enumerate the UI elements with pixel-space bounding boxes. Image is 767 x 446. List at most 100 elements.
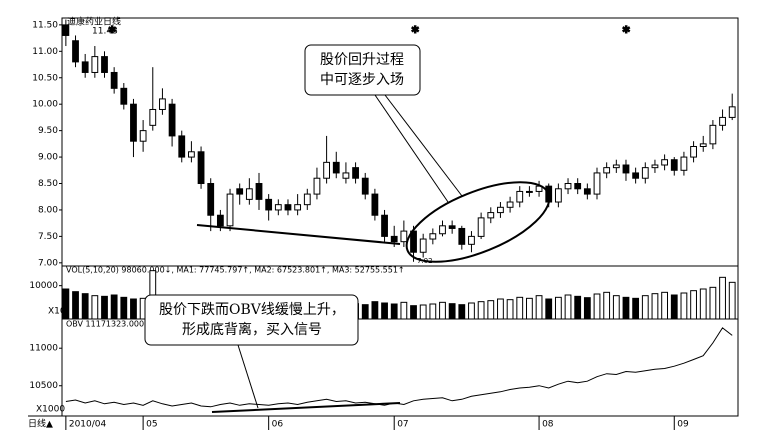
volume-bar [487,300,495,320]
candle-body [274,204,282,211]
frame [28,17,739,417]
candle-body [632,172,640,179]
candle-body [265,198,273,211]
volume-bar [603,291,611,320]
volume-bar [670,294,678,320]
candle-body [593,172,601,195]
candle-body [101,56,108,73]
volume-bar [390,303,398,320]
candle-body [583,188,591,195]
note-text: 中可逐步入场 [320,72,404,88]
volume-unit: X10 [48,307,66,317]
candle-body [564,183,572,190]
candle-body [197,151,205,185]
candle-body [207,183,215,216]
candle-body [361,177,369,195]
obv-title: OBV 11171323.000↓ [66,320,151,329]
marker: ✱ [411,25,419,36]
candle-body [728,106,736,118]
candle-body [641,167,649,179]
volume-bar [632,297,640,320]
candle-body [178,135,186,158]
x-axis-label: 日线▲ [28,418,53,430]
volume-bar [400,301,408,320]
x-tick-label: 07 [397,420,408,430]
volume-bar [719,276,726,320]
y-tick-label: 10.50 [32,73,58,83]
volume-title: VOL(5,10,20) 98060.000↓, MA1: 77745.797↑… [66,266,405,275]
volume-bar [458,304,466,320]
candle-body [612,164,620,169]
y-tick-label: 10000 [29,281,58,291]
note-text: 股价下跌而OBV线缓慢上升， [159,301,345,318]
chart-title: 迪康药业日线 [67,16,121,28]
candle-body [429,233,437,240]
y-tick-label: 11000 [29,344,58,354]
volume-bar [506,299,514,320]
candle-body [439,225,446,235]
candle-body [516,190,524,203]
y-tick-label: 8.00 [38,205,58,215]
candle-body [284,204,292,211]
y-tick-label: 11.50 [32,20,58,30]
volume-bar [439,301,446,320]
y-tick-label: 7.00 [38,258,58,268]
callout-line [237,344,259,409]
x-tick-label: 09 [677,420,689,430]
candle-body [497,206,504,214]
candle-body [661,159,669,166]
candle-body [535,185,543,192]
marker: ✱ [108,25,116,36]
candle-body [680,156,688,171]
candle-body [216,214,224,227]
candle-body [468,235,475,245]
volume-bar [728,281,736,320]
volume-bar [477,301,485,320]
candle-body [72,40,79,63]
candle-body [458,227,466,245]
price-trend-line [196,224,401,245]
volume-bar [419,304,427,320]
volume-bar [583,297,591,320]
volume-bar [612,295,620,320]
obv-trend-line [211,402,401,413]
candle-body [390,235,398,243]
y-tick-label: 10.00 [32,100,58,110]
candle-body [303,193,311,206]
note-text: 股价回升过程 [320,52,404,68]
candle-body [381,214,388,237]
volume-bar [526,297,533,320]
candle-body [332,161,340,174]
volume-bar [429,303,437,320]
candle-body [410,230,417,253]
volume-bar [91,295,99,320]
candle-body [139,130,147,142]
volume-bar [468,302,475,320]
volume-bar [110,294,118,320]
candle-body [448,225,456,229]
candle-body [526,190,533,193]
candle-body [574,183,582,190]
candle-body [62,24,70,36]
callout-line [384,94,463,197]
volume-bar [535,295,543,320]
volume-bar [72,291,79,320]
candle-body [149,108,157,126]
y-tick-label: 11.00 [32,47,58,57]
candle-body [81,61,89,73]
note-box [144,294,359,346]
candle-body [699,143,707,147]
candle-body [236,188,244,195]
volume-bar [81,293,89,320]
annotations: ✱ ✱ ✱ [108,25,631,413]
candle-body [506,201,514,208]
note-text: 形成底背离，买入信号 [182,321,322,338]
candle-body [719,116,726,126]
rebound-ellipse [405,181,551,263]
volume-bar [448,303,456,320]
volume-bar [381,302,388,320]
candle-body [120,87,128,105]
volume-bar [574,295,582,320]
volume-bar [699,288,707,320]
candle-body [622,164,630,174]
